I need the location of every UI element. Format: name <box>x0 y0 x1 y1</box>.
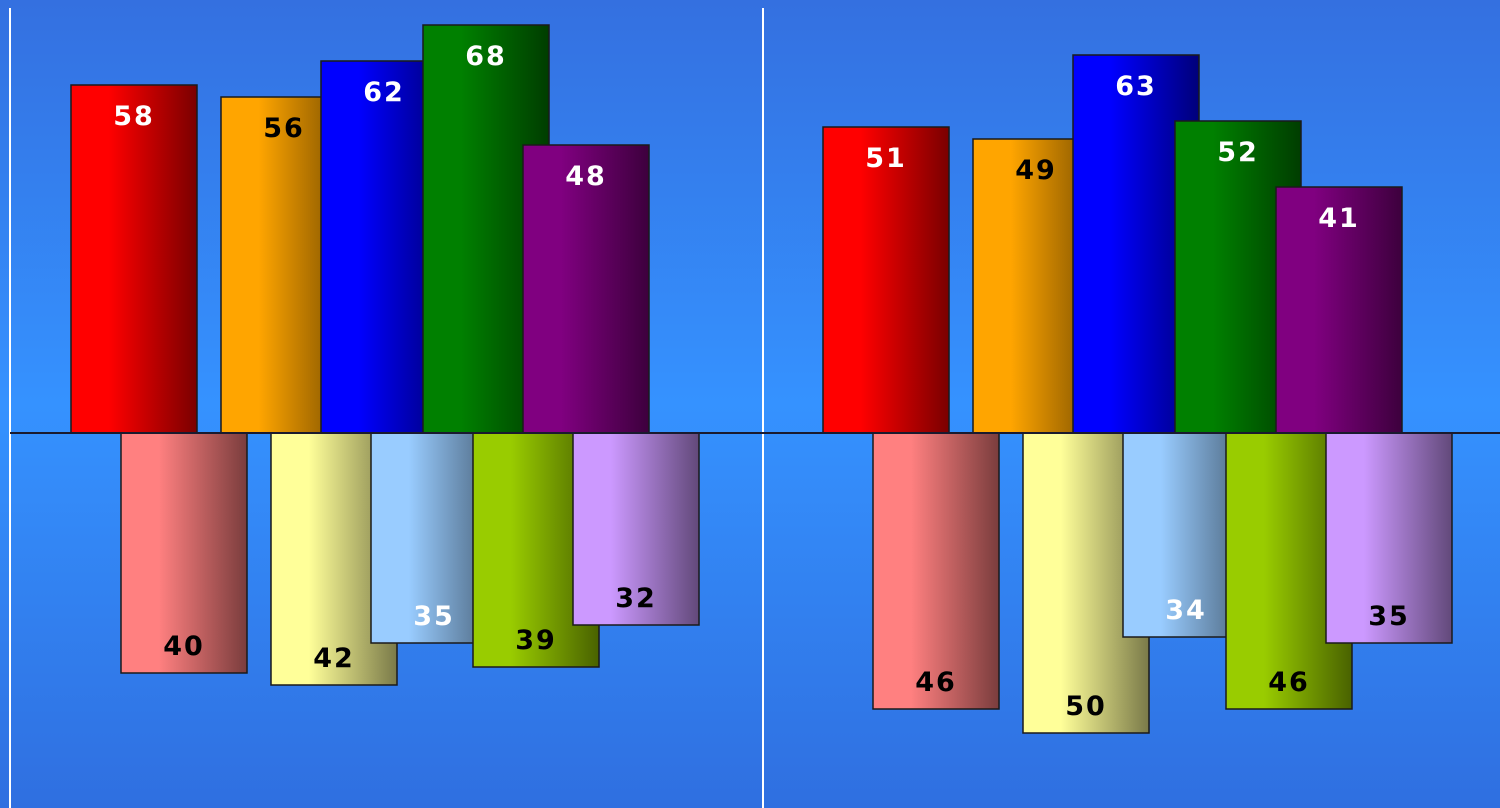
data-label-positive-5: 41 <box>1318 203 1360 234</box>
bar-positive-5 <box>522 144 650 434</box>
data-label-positive-1: 58 <box>113 101 155 132</box>
data-label-positive-2: 49 <box>1015 155 1057 186</box>
data-label-positive-3: 63 <box>1115 71 1157 102</box>
data-label-positive-3: 62 <box>363 77 405 108</box>
bar-negative-5 <box>1325 432 1453 644</box>
data-label-positive-5: 48 <box>565 161 607 192</box>
data-label-negative-2: 42 <box>313 643 355 674</box>
data-label-negative-5: 32 <box>615 583 657 614</box>
data-label-positive-2: 56 <box>263 113 305 144</box>
chart-1: 58 56 62 68 48 40 42 35 39 32 <box>70 24 700 686</box>
data-label-negative-1: 46 <box>915 667 957 698</box>
data-label-negative-5: 35 <box>1368 601 1410 632</box>
data-label-negative-2: 50 <box>1065 691 1107 722</box>
data-label-negative-3: 34 <box>1165 595 1207 626</box>
bar-negative-5 <box>572 432 700 626</box>
data-label-positive-4: 52 <box>1217 137 1259 168</box>
bar-positive-1 <box>822 126 950 434</box>
data-label-negative-4: 39 <box>515 625 557 656</box>
bar-positive-1 <box>70 84 198 434</box>
bar-positive-5 <box>1275 186 1403 434</box>
bar-negative-1 <box>120 432 248 674</box>
data-label-positive-4: 68 <box>465 41 507 72</box>
bar-negative-1 <box>872 432 1000 710</box>
data-label-negative-3: 35 <box>413 601 455 632</box>
chart-2: 51 49 63 52 41 46 50 34 46 35 <box>822 54 1453 734</box>
data-label-negative-4: 46 <box>1268 667 1310 698</box>
data-label-positive-1: 51 <box>865 143 907 174</box>
data-label-negative-1: 40 <box>163 631 205 662</box>
